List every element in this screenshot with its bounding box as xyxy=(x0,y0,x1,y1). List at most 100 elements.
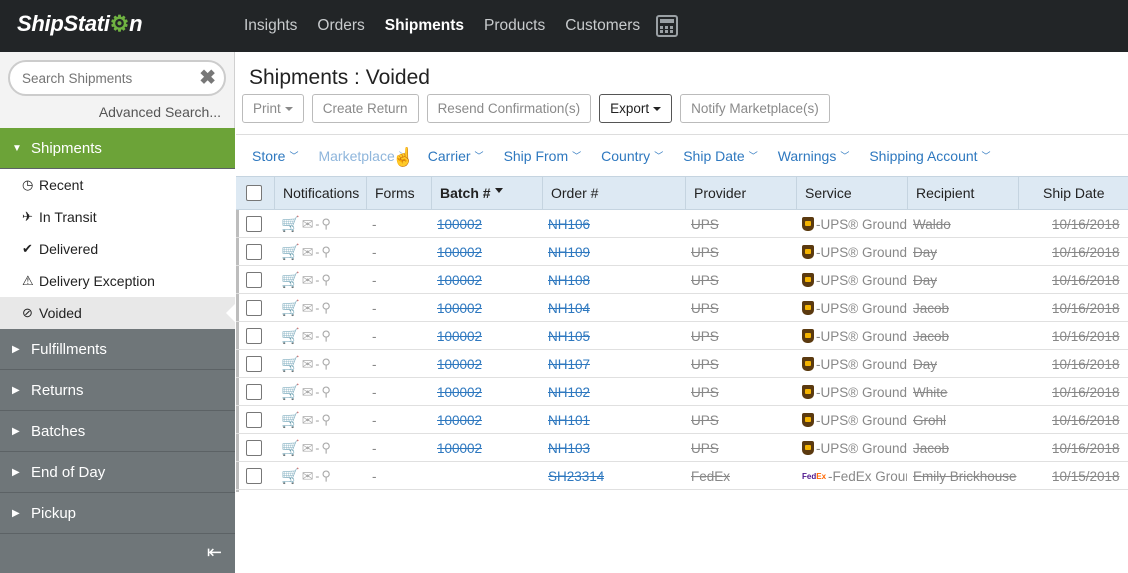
batch-link[interactable]: 100002 xyxy=(437,300,483,316)
nav-products[interactable]: Products xyxy=(484,17,546,34)
filter-ship-date[interactable]: Ship Date ﹀ xyxy=(683,147,758,164)
sidebar-item-recent[interactable]: ◷ Recent xyxy=(0,169,235,201)
filter-carrier[interactable]: Carrier ﹀ xyxy=(427,147,484,164)
row-checkbox[interactable] xyxy=(246,412,262,428)
sidebar-section-fulfillments[interactable]: ▶ Fulfillments xyxy=(0,329,235,370)
table-row[interactable]: 🛒 ✉ - ⚲ -100002 NH105 UPS -UPS® Ground Jacob 10/1… xyxy=(236,322,1128,350)
table-row[interactable]: 🛒 ✉ - ⚲ -100002 NH106 UPS -UPS® Ground Waldo 10/1… xyxy=(236,210,1128,238)
table-row[interactable]: 🛒 ✉ - ⚲ -100002 NH102 UPS -UPS® Ground White 10/1… xyxy=(236,378,1128,406)
batch-link[interactable]: 100002 xyxy=(437,216,483,232)
table-left-edge xyxy=(236,176,239,492)
main-content: Shipments : Voided Print Create Return R… xyxy=(236,52,1128,573)
cart-icon: 🛒 xyxy=(281,356,300,373)
service-label: -UPS® Ground xyxy=(816,384,907,400)
sort-desc-icon xyxy=(494,187,503,193)
row-checkbox[interactable] xyxy=(246,384,262,400)
notification-icons: 🛒 ✉ - ⚲ xyxy=(281,294,331,322)
table-row[interactable]: 🛒 ✉ - ⚲ -100002 NH109 UPS -UPS® Ground Day 10/16/… xyxy=(236,238,1128,266)
batch-link[interactable]: 100002 xyxy=(437,356,483,372)
header-batch[interactable]: Batch # xyxy=(431,177,542,209)
row-checkbox[interactable] xyxy=(246,300,262,316)
notify-marketplace-button[interactable]: Notify Marketplace(s) xyxy=(680,94,830,123)
sidebar-item-delivered[interactable]: ✔ Delivered xyxy=(0,233,235,265)
table-row[interactable]: 🛒 ✉ - ⚲ -100002 NH103 UPS -UPS® Ground Jacob 10/1… xyxy=(236,434,1128,462)
sidebar-section-returns[interactable]: ▶ Returns xyxy=(0,370,235,411)
header-ship-date[interactable]: Ship Date xyxy=(1018,177,1128,209)
order-link[interactable]: NH106 xyxy=(548,216,591,232)
nav-customers[interactable]: Customers xyxy=(565,17,641,34)
table-row[interactable]: 🛒 ✉ - ⚲ -100002 NH101 UPS -UPS® Ground Grohl 10/1… xyxy=(236,406,1128,434)
nav-insights[interactable]: Insights xyxy=(244,17,298,34)
sidebar-item-label: Delivered xyxy=(39,241,99,257)
batch-link[interactable]: 100002 xyxy=(437,272,483,288)
print-button[interactable]: Print xyxy=(242,94,304,123)
nav-shipments[interactable]: Shipments xyxy=(384,17,465,34)
order-link[interactable]: NH104 xyxy=(548,300,591,316)
sidebar-item-delivery-exception[interactable]: ⚠ Delivery Exception xyxy=(0,265,235,297)
sidebar-section-end-of-day[interactable]: ▶ End of Day xyxy=(0,452,235,493)
order-link[interactable]: SH23314 xyxy=(548,468,605,484)
header-forms[interactable]: Forms xyxy=(366,177,431,209)
select-all-checkbox[interactable] xyxy=(246,185,262,201)
row-checkbox[interactable] xyxy=(246,244,262,260)
table-row[interactable]: 🛒 ✉ - ⚲ -100002 NH104 UPS -UPS® Ground Jacob 10/1… xyxy=(236,294,1128,322)
batch-link[interactable]: 100002 xyxy=(437,384,483,400)
forms-cell: - xyxy=(372,440,377,456)
sidebar-section-pickup[interactable]: ▶ Pickup xyxy=(0,493,235,534)
export-button[interactable]: Export xyxy=(599,94,673,123)
service-label: -UPS® Ground xyxy=(816,328,907,344)
header-notifications[interactable]: Notifications xyxy=(274,177,366,209)
filter-warnings[interactable]: Warnings ﹀ xyxy=(777,147,850,164)
sidebar-section-batches[interactable]: ▶ Batches xyxy=(0,411,235,452)
sidebar-section-shipments[interactable]: ▼ Shipments xyxy=(0,128,235,169)
row-checkbox[interactable] xyxy=(246,328,262,344)
ship-date-cell: 10/16/2018 xyxy=(1052,440,1120,456)
header-order[interactable]: Order # xyxy=(542,177,685,209)
order-link[interactable]: NH109 xyxy=(548,244,591,260)
filter-store[interactable]: Store ﹀ xyxy=(252,147,299,164)
shipstation-logo[interactable]: ShipStati⚙n xyxy=(17,11,143,36)
filter-country[interactable]: Country ﹀ xyxy=(601,147,664,164)
calculator-icon[interactable] xyxy=(656,15,678,37)
sidebar-item-in-transit[interactable]: ✈ In Transit xyxy=(0,201,235,233)
sidebar-item-voided[interactable]: ⊘ Voided xyxy=(0,297,236,329)
order-link[interactable]: NH102 xyxy=(548,384,591,400)
provider-cell: FedEx xyxy=(691,468,731,484)
header-provider[interactable]: Provider xyxy=(685,177,796,209)
row-checkbox[interactable] xyxy=(246,356,262,372)
row-select-cell xyxy=(246,462,262,490)
row-checkbox[interactable] xyxy=(246,468,262,484)
batch-link[interactable]: 100002 xyxy=(437,244,483,260)
row-checkbox[interactable] xyxy=(246,440,262,456)
provider-cell: UPS xyxy=(691,328,719,344)
filter-marketplace[interactable]: Marketplace ﹀ xyxy=(318,147,408,164)
header-service[interactable]: Service xyxy=(796,177,907,209)
nav-orders[interactable]: Orders xyxy=(317,17,365,34)
batch-link[interactable]: 100002 xyxy=(437,328,483,344)
collapse-sidebar-icon[interactable]: ⇤ xyxy=(206,542,222,562)
search-input[interactable] xyxy=(22,68,192,88)
filter-shipping-account[interactable]: Shipping Account ﹀ xyxy=(869,147,991,164)
ups-logo-icon xyxy=(802,413,814,427)
batch-link[interactable]: 100002 xyxy=(437,440,483,456)
dash-separator: - xyxy=(315,329,320,343)
resend-confirmation-button[interactable]: Resend Confirmation(s) xyxy=(426,94,592,123)
service-label: -UPS® Ground xyxy=(816,244,907,260)
advanced-search-link[interactable]: Advanced Search... xyxy=(98,104,221,120)
order-link[interactable]: NH105 xyxy=(548,328,591,344)
filter-ship-from[interactable]: Ship From ﹀ xyxy=(503,147,582,164)
order-link[interactable]: NH101 xyxy=(548,412,591,428)
create-return-button[interactable]: Create Return xyxy=(311,94,419,123)
batch-link[interactable]: 100002 xyxy=(437,412,483,428)
row-checkbox[interactable] xyxy=(246,272,262,288)
clear-icon[interactable]: ✖ xyxy=(199,67,216,89)
order-link[interactable]: NH108 xyxy=(548,272,591,288)
table-row[interactable]: 🛒 ✉ - ⚲ -100002 NH107 UPS -UPS® Ground Day 10/16/… xyxy=(236,350,1128,378)
table-row[interactable]: 🛒 ✉ - ⚲ -100002 NH108 UPS -UPS® Ground Day 10/16/… xyxy=(236,266,1128,294)
row-checkbox[interactable] xyxy=(246,216,262,232)
order-link[interactable]: NH103 xyxy=(548,440,591,456)
order-link[interactable]: NH107 xyxy=(548,356,591,372)
main-nav: Insights Orders Shipments Products Custo… xyxy=(244,0,660,52)
header-recipient[interactable]: Recipient xyxy=(907,177,1018,209)
